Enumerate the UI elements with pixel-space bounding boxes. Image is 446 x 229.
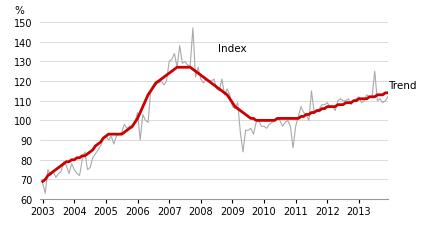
Text: Index: Index [218, 44, 247, 54]
Text: Trend: Trend [388, 81, 417, 91]
Text: %: % [14, 6, 24, 16]
